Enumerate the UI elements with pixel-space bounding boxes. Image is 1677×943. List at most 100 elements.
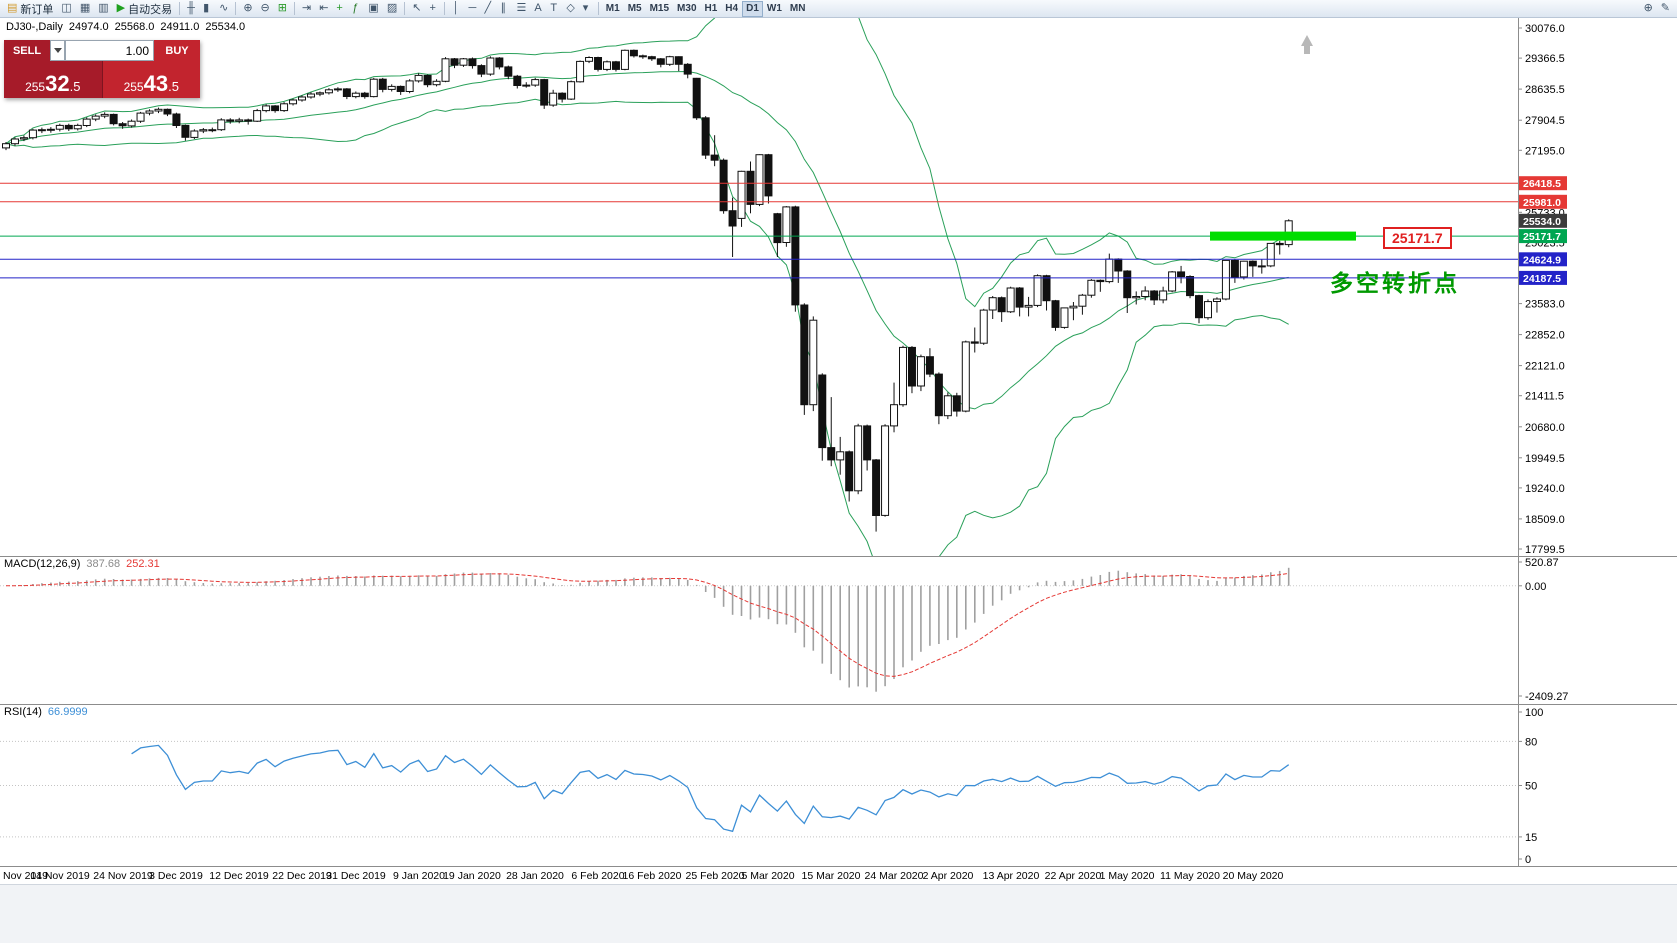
vertical-line-button[interactable]: │: [448, 1, 464, 17]
sell-button[interactable]: SELL: [4, 40, 50, 61]
label-button[interactable]: T: [546, 1, 562, 17]
timeframe-w1-button[interactable]: W1: [763, 1, 786, 17]
macd-name: MACD(12,26,9): [4, 558, 81, 570]
rsi-svg[interactable]: 100 80 50 15 0: [0, 704, 1677, 866]
price-scale[interactable]: 30076.029366.528635.527904.527195.025733…: [1518, 23, 1567, 556]
candle: [961, 340, 970, 413]
timeframe-m5-button[interactable]: M5: [624, 1, 646, 17]
candle: [306, 92, 315, 99]
templates-button[interactable]: ▨: [383, 1, 401, 17]
candle: [746, 161, 755, 214]
trendline-button[interactable]: ╱: [480, 1, 496, 17]
turning-point-note[interactable]: 多空转折点: [1330, 270, 1460, 296]
tile-windows-button[interactable]: ⊞: [274, 1, 291, 17]
navigator-button[interactable]: ▥: [94, 1, 112, 17]
macd-panel: 520.87 0.00 -2409.27 MACD(12,26,9) 387.68 …: [0, 556, 1677, 704]
fibonacci-button[interactable]: ☰: [512, 1, 530, 17]
horizontal-line-button[interactable]: ─: [464, 1, 480, 17]
fibonacci-button-icon: ☰: [516, 2, 527, 14]
bollinger-bands: [5, 18, 1290, 556]
candle: [1141, 286, 1150, 301]
new-order-button[interactable]: ▤ 新订单: [3, 1, 57, 17]
rsi-scale-label: 100: [1525, 707, 1543, 719]
candle: [450, 58, 459, 69]
zoom-in-button[interactable]: ⊕: [239, 1, 256, 17]
indicators-button[interactable]: ƒ: [348, 1, 364, 17]
candle: [602, 60, 611, 72]
arrows-button[interactable]: ▾: [579, 1, 595, 17]
candle: [387, 84, 396, 92]
shapes-button[interactable]: ◇: [562, 1, 578, 17]
cursor-button[interactable]: ↖: [408, 1, 425, 17]
auto-scroll-button[interactable]: ⇥: [298, 1, 315, 17]
price-scale-label: 19949.5: [1525, 453, 1565, 465]
timeframe-h4-button[interactable]: H4: [721, 1, 742, 17]
candle: [73, 123, 82, 131]
magnifier-button[interactable]: ⊕: [1640, 1, 1657, 17]
candle: [692, 77, 701, 120]
candle: [280, 102, 289, 112]
candle: [836, 436, 845, 475]
candle: [1275, 240, 1284, 255]
toolbar-separator: [293, 2, 295, 15]
arrows-button-icon: ▾: [582, 2, 589, 14]
market-watch-button[interactable]: ▦: [76, 1, 94, 17]
navigator-button-icon: ▥: [98, 2, 109, 14]
timeframe-m15-button[interactable]: M15: [646, 1, 673, 17]
buy-button[interactable]: BUY: [154, 40, 200, 61]
macd-svg[interactable]: 520.87 0.00 -2409.27: [0, 556, 1677, 704]
label-button-icon: T: [550, 2, 558, 14]
timeframe-h1-button[interactable]: H1: [701, 1, 722, 17]
candle: [764, 153, 773, 204]
volume-input[interactable]: [66, 41, 153, 60]
crosshair-button[interactable]: +: [425, 1, 441, 17]
bar-chart-button[interactable]: ╫: [183, 1, 199, 17]
pencil-button[interactable]: ✎: [1657, 1, 1674, 17]
channel-button[interactable]: ∥: [496, 1, 512, 17]
sell-price[interactable]: 255 32.5: [4, 61, 103, 98]
up-arrow-marker: [1301, 35, 1313, 54]
rsi-name: RSI(14): [4, 706, 42, 718]
autotrading-button[interactable]: ▶ 自动交易: [113, 1, 176, 17]
buy-price[interactable]: 255 43.5: [102, 61, 200, 98]
highlight-zone[interactable]: [1210, 231, 1356, 241]
timeframe-mn-button[interactable]: MN: [786, 1, 810, 17]
rsi-scale-label: 50: [1525, 781, 1537, 793]
svg-text:25981.0: 25981.0: [1523, 197, 1561, 209]
price-scale-label: 19240.0: [1525, 483, 1565, 495]
price-scale-label: 28635.5: [1525, 84, 1565, 96]
candle: [208, 127, 217, 133]
candle: [567, 80, 576, 100]
new-chart-button[interactable]: +: [332, 1, 348, 17]
zoom-out-button[interactable]: ⊖: [257, 1, 274, 17]
text-button[interactable]: A: [530, 1, 546, 17]
line-chart-button[interactable]: ∿: [215, 1, 232, 17]
candle: [495, 57, 504, 70]
candlestick-chart-button[interactable]: ▮: [199, 1, 215, 17]
time-axis-label: 15 Mar 2020: [801, 870, 861, 882]
timeframe-m30-button[interactable]: M30: [673, 1, 700, 17]
toolbar-main: ▤ 新订单 ◫ ▦ ▥ ▶ 自动交易 ╫ ▮ ∿ ⊕ ⊖ ⊞ ⇥ ⇤ + ƒ ▣ ▨ ↖ + │ ─ ╱ ∥ ☰ A T ◇ ▾ M1 M5 M…: [3, 0, 809, 17]
timeframe-d1-button[interactable]: D1: [742, 0, 763, 17]
candle: [638, 54, 647, 59]
chart-shift-button[interactable]: ⇤: [315, 1, 332, 17]
candlestick-chart-button-icon: ▮: [203, 2, 210, 14]
periods-button[interactable]: ▣: [364, 1, 382, 17]
candle: [872, 459, 881, 532]
magnifier-button-icon: ⊕: [1643, 2, 1653, 14]
time-axis-label: 11 May 2020: [1160, 870, 1220, 882]
candle: [235, 117, 244, 124]
price-level-annotation[interactable]: 25171.7: [1383, 227, 1452, 249]
volume-dropdown[interactable]: [50, 40, 65, 61]
candle: [1105, 253, 1114, 284]
charts-button[interactable]: ◫: [57, 1, 75, 17]
candle: [1230, 259, 1239, 283]
market-watch-button-icon: ▦: [79, 2, 91, 14]
candle: [594, 56, 603, 72]
timeframe-m1-button[interactable]: M1: [602, 1, 624, 17]
time-axis[interactable]: Nov 2019 14 Nov 2019 24 Nov 2019 3 Dec 2019…: [0, 866, 1677, 884]
candle: [486, 56, 495, 76]
time-axis-label: 1 May 2020: [1099, 870, 1155, 882]
candle: [1212, 297, 1221, 313]
main-chart-svg[interactable]: 30076.029366.528635.527904.527195.025733…: [0, 18, 1677, 556]
